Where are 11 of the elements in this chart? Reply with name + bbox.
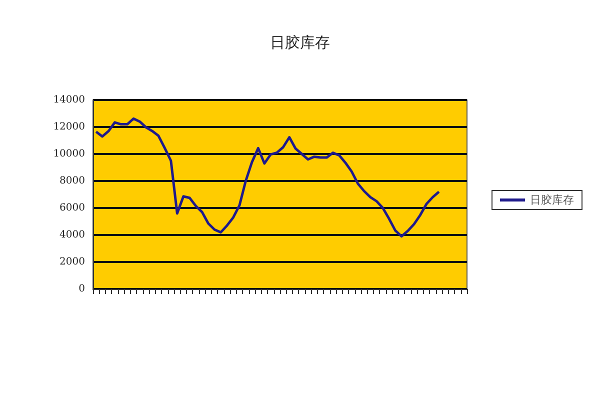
- y-tick-label: 6000: [60, 202, 85, 214]
- y-tick-label: 4000: [60, 230, 85, 240]
- y-tick-label: 12000: [53, 122, 85, 132]
- y-tick-label: 2000: [60, 256, 85, 268]
- line-series: [94, 117, 440, 238]
- y-tick-label: 14000: [53, 94, 85, 106]
- y-tick-label: 10000: [53, 148, 85, 160]
- y-tick-label: 0: [78, 284, 85, 294]
- y-tick-label: 8000: [60, 176, 85, 186]
- legend-label: 日胶库存: [530, 194, 574, 206]
- chart-title: 日胶库存: [270, 34, 330, 52]
